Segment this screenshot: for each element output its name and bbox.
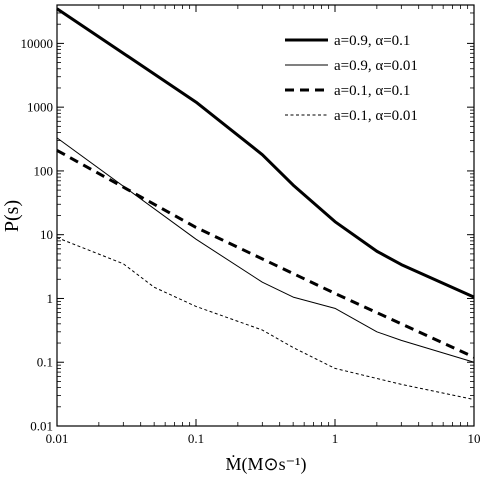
x-tick-label: 1 [332,431,339,446]
legend-label-4: a=0.1, α=0.01 [334,108,418,124]
series-line-2 [56,137,475,363]
series-line-4 [56,237,475,401]
series-group [56,7,475,401]
legend: a=0.9, α=0.1 a=0.9, α=0.01 a=0.1, α=0.1 a=0… [285,33,418,124]
y-tick-label: 1 [47,291,54,306]
y-tick-label: 10 [40,227,53,242]
y-tick-label: 100 [34,163,54,178]
x-axis-title: Ṁ(M⊙s⁻¹) [226,454,307,475]
x-tick-label: 0.1 [188,431,204,446]
y-tick-label: 0.01 [30,419,53,434]
x-tick-label: 10 [468,431,481,446]
legend-label-3: a=0.1, α=0.1 [334,83,410,99]
series-line-1 [56,7,475,299]
legend-label-1: a=0.9, α=0.1 [334,33,410,49]
y-tick-label: 0.1 [37,355,53,370]
y-tick-label: 10000 [21,36,54,51]
series-line-3 [56,149,475,359]
y-tick-label: 1000 [27,100,53,115]
x-tick-label: 0.01 [46,431,69,446]
legend-label-2: a=0.9, α=0.01 [334,58,418,74]
y-axis-title: P(s) [1,200,23,232]
tick-group: 0.01 0.1 1 10 0.01 0.1 1 10 100 1000 10000 [21,4,481,446]
